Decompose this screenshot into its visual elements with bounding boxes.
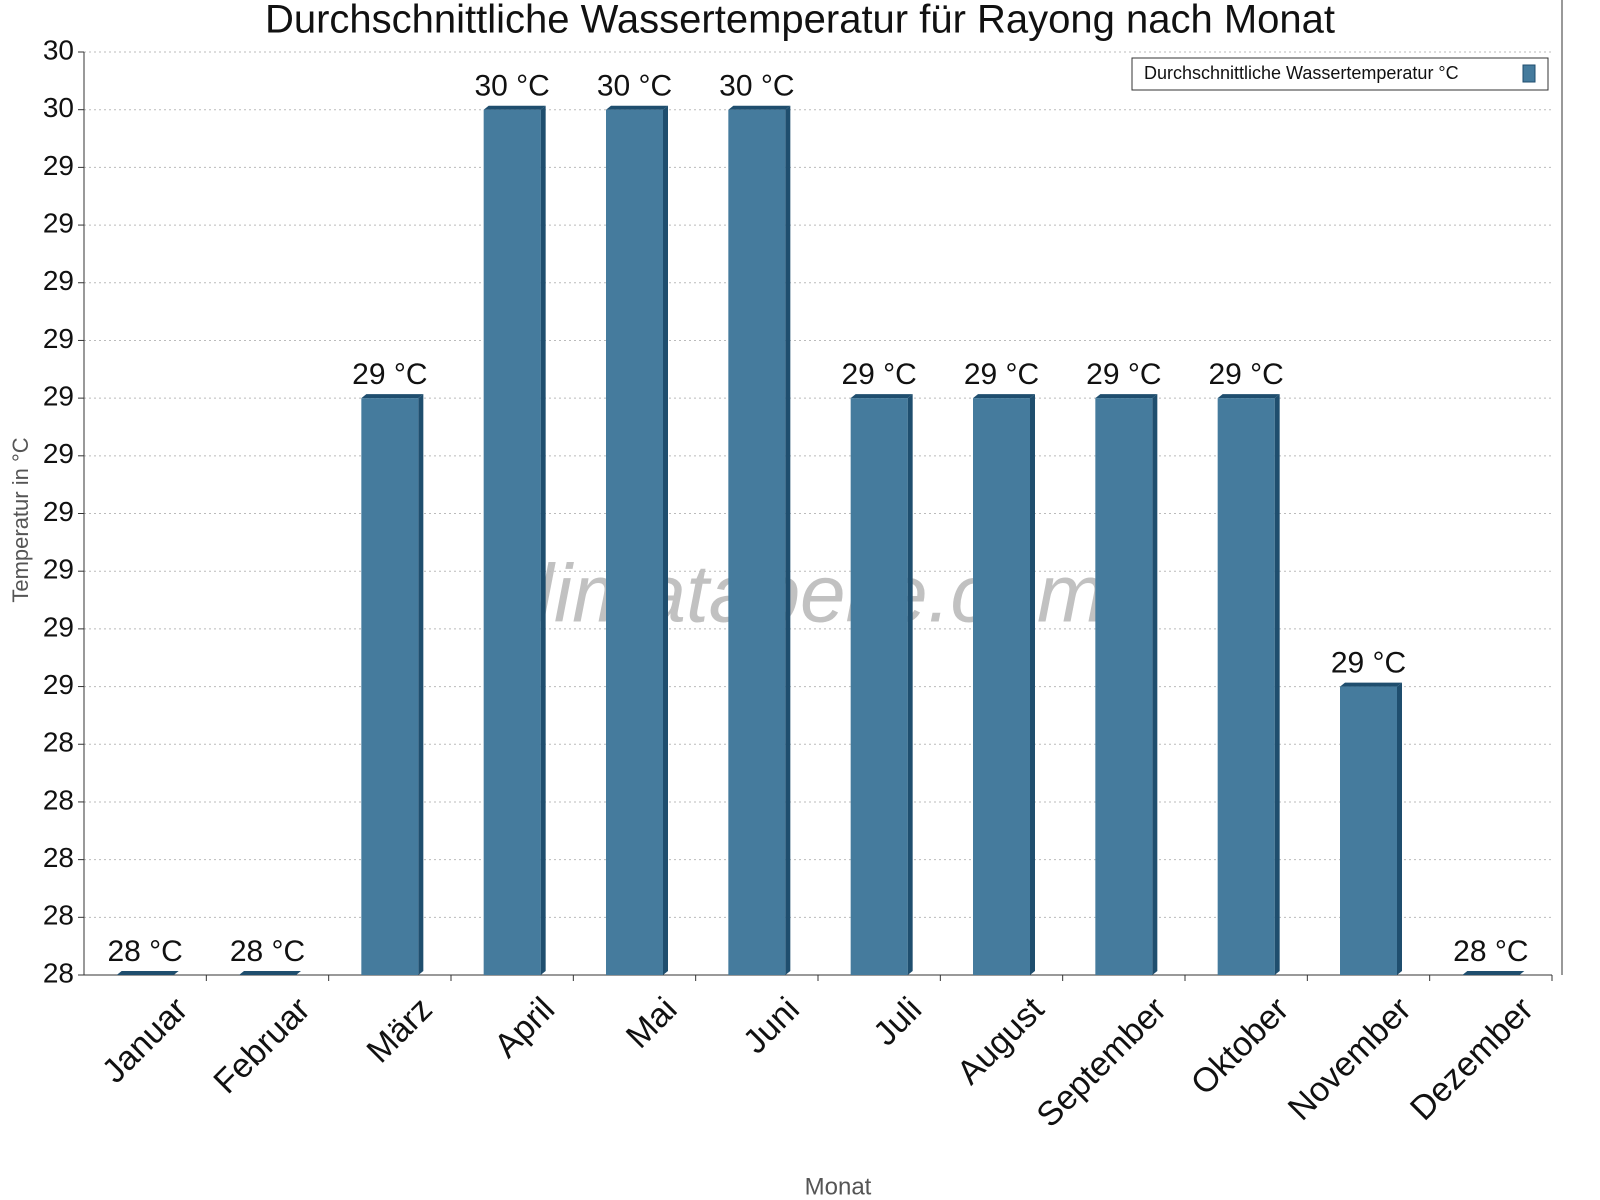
bar-top <box>1462 971 1525 975</box>
bar-top <box>850 394 913 399</box>
data-label: 28 °C <box>230 935 305 968</box>
legend-swatch <box>1522 64 1536 83</box>
x-tick-label: Oktober <box>1184 990 1296 1102</box>
data-label: 29 °C <box>1086 358 1161 391</box>
y-tick-label: 29 <box>43 611 74 642</box>
bar-side <box>1030 394 1035 975</box>
x-tick-label: Juli <box>866 990 929 1053</box>
bar-side <box>907 394 913 975</box>
y-tick-label: 30 <box>43 92 74 123</box>
y-tick-label: 28 <box>43 727 74 758</box>
data-label: 29 °C <box>1208 358 1283 391</box>
data-label: 28 °C <box>1453 935 1528 968</box>
x-axis-label: Monat <box>805 1173 872 1200</box>
x-tick-label: Mai <box>619 990 685 1056</box>
chart-title: Durchschnittliche Wassertemperatur für R… <box>265 0 1335 42</box>
y-tick-label: 29 <box>43 554 74 585</box>
y-tick-label: 29 <box>43 496 74 527</box>
x-tick-label: Juni <box>736 990 807 1061</box>
y-axis-label: Temperatur in °C <box>8 437 33 602</box>
data-label: 29 °C <box>352 358 427 391</box>
y-tick-label: 29 <box>43 381 74 412</box>
y-tick-label: 28 <box>43 957 74 988</box>
bar-side <box>1397 682 1402 975</box>
bar <box>973 398 1030 975</box>
y-tick-label: 29 <box>43 438 74 469</box>
y-tick-label: 29 <box>43 265 74 296</box>
x-tick-label: September <box>1029 990 1173 1134</box>
y-tick-label: 30 <box>43 34 74 65</box>
bar-top <box>361 394 424 399</box>
bar <box>361 398 419 975</box>
data-label: 30 °C <box>474 70 549 103</box>
bar-top <box>973 394 1035 399</box>
x-tick-label: Februar <box>206 990 317 1101</box>
bar-side <box>785 105 791 975</box>
x-tick-label: April <box>487 990 562 1065</box>
data-label: 28 °C <box>107 935 182 968</box>
legend-label: Durchschnittliche Wassertemperatur °C <box>1144 63 1459 83</box>
data-label: 30 °C <box>719 70 794 103</box>
bar-side <box>418 394 424 975</box>
y-tick-label: 29 <box>43 669 74 700</box>
bar-side <box>663 105 668 975</box>
bar-top <box>116 971 179 975</box>
x-tick-label: Dezember <box>1403 990 1541 1128</box>
bar-top <box>1217 394 1280 399</box>
bar-top <box>239 971 301 975</box>
y-tick-label: 29 <box>43 323 74 354</box>
bar <box>1340 686 1397 975</box>
data-label: 29 °C <box>964 358 1039 391</box>
bar <box>1095 398 1153 975</box>
bar-top <box>1095 394 1158 399</box>
bar <box>850 398 908 975</box>
bar <box>606 109 663 975</box>
y-tick-label: 28 <box>43 842 74 873</box>
data-label: 29 °C <box>841 358 916 391</box>
bar-top <box>1340 682 1402 687</box>
bar-top <box>728 105 791 110</box>
bar <box>728 109 786 975</box>
bar <box>483 109 541 975</box>
bar-side <box>540 105 546 975</box>
x-tick-label: März <box>360 990 440 1070</box>
legend-box <box>1131 57 1549 91</box>
x-tick-label: August <box>950 990 1052 1092</box>
y-tick-label: 28 <box>43 784 74 815</box>
bar-top <box>483 105 546 110</box>
data-label: 30 °C <box>597 70 672 103</box>
x-tick-label: November <box>1281 990 1419 1128</box>
y-tick-label: 28 <box>43 900 74 931</box>
bar-side <box>1274 394 1280 975</box>
y-tick-label: 29 <box>43 207 74 238</box>
data-label: 29 °C <box>1331 646 1406 679</box>
x-tick-label: Januar <box>95 990 195 1090</box>
bar-top <box>606 105 668 110</box>
bar <box>1217 398 1275 975</box>
y-tick-label: 29 <box>43 150 74 181</box>
bar-side <box>1152 394 1158 975</box>
